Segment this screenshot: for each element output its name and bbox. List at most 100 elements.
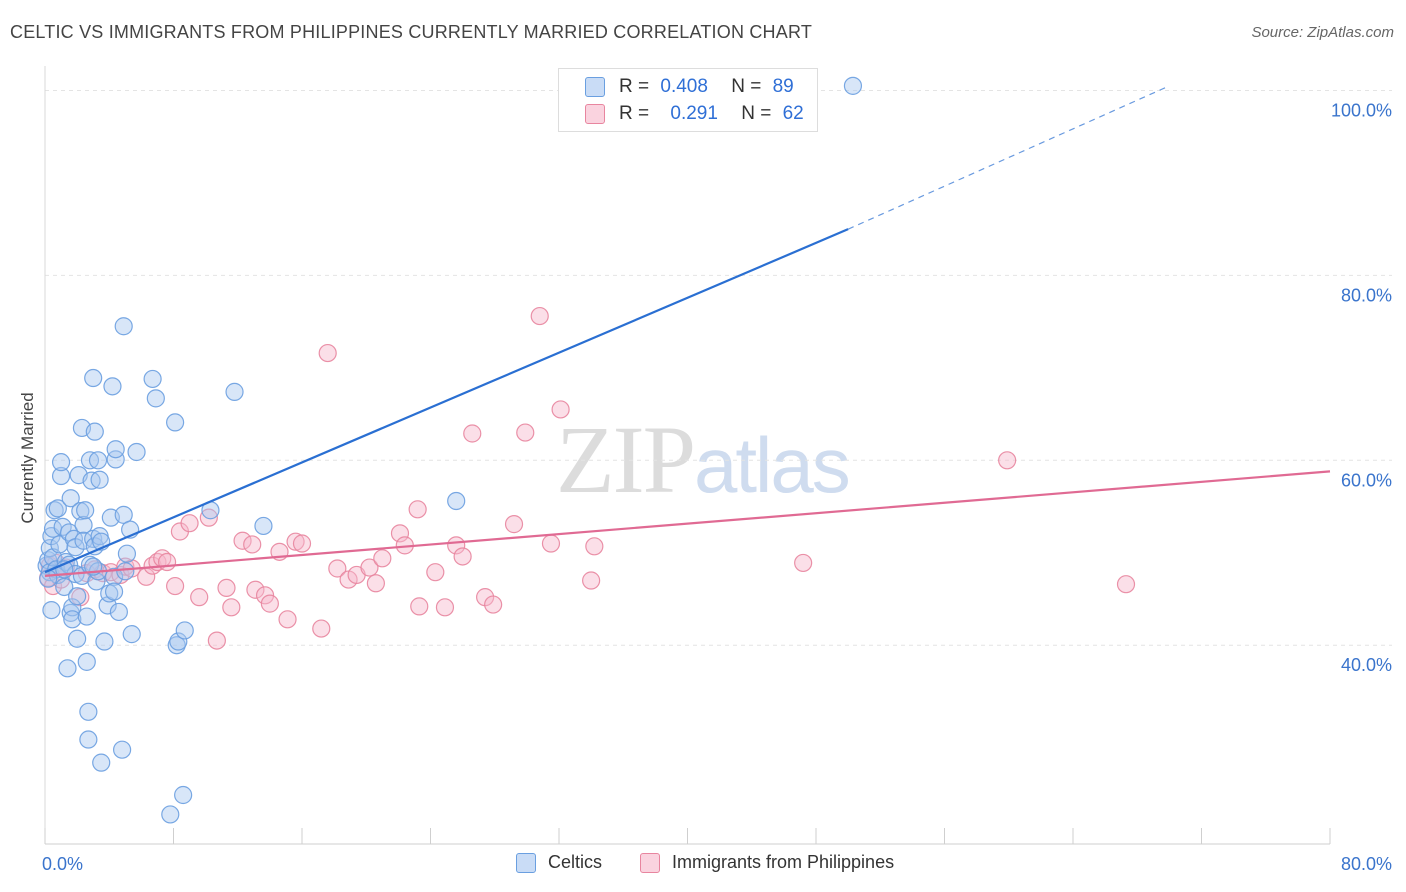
philippines-point	[484, 595, 503, 614]
philippines-point	[541, 534, 561, 553]
axes	[44, 66, 1331, 845]
legend-n-label: N =	[741, 103, 772, 124]
celtics-point	[175, 621, 194, 640]
correlation-legend: R = 0.408 N = 89 R = 0.291 N = 62	[558, 68, 818, 132]
celtics-point	[51, 466, 71, 486]
philippines-point	[453, 547, 472, 566]
celtics-point	[95, 632, 114, 651]
x-tick-label: 0.0%	[42, 854, 83, 874]
philippines-point	[246, 580, 265, 599]
celtics-point	[843, 76, 863, 95]
philippines-point	[551, 400, 570, 419]
legend-n-value: 62	[782, 103, 804, 124]
celtics-point	[68, 629, 87, 648]
celtics-point	[51, 453, 71, 472]
philippines-point	[504, 515, 524, 534]
celtics-point	[143, 369, 162, 389]
celtics-point	[109, 602, 128, 622]
legend-r-label: R =	[619, 76, 650, 97]
celtics-point	[103, 377, 122, 396]
celtics-point	[77, 652, 96, 671]
legend-n-label: N =	[731, 76, 762, 97]
source-credit: Source: ZipAtlas.com	[1251, 24, 1394, 41]
celtics-point	[122, 625, 141, 644]
watermark: ZIPatlas	[556, 404, 851, 515]
y-tick-label: 40.0%	[1341, 655, 1392, 675]
philippines-point	[217, 578, 236, 597]
philippines-point	[582, 571, 601, 590]
celtics-point	[169, 632, 188, 651]
philippines-point	[180, 514, 199, 533]
celtics-points	[37, 76, 863, 824]
celtics-point	[447, 491, 466, 511]
bottom-legend-swatch-pink	[640, 853, 660, 873]
y-tick-label: 60.0%	[1341, 470, 1392, 490]
celtics-point	[48, 499, 67, 518]
philippines-point	[390, 524, 410, 543]
celtics-point	[74, 515, 93, 535]
philippines-point	[243, 535, 262, 554]
celtics-point	[85, 422, 104, 441]
celtics-point	[39, 569, 58, 588]
philippines-point	[585, 537, 604, 556]
x-tick-label: 80.0%	[1341, 854, 1392, 874]
celtics-point	[114, 317, 133, 336]
celtics-point	[58, 659, 77, 678]
philippines-points	[39, 306, 1136, 650]
philippines-point	[408, 500, 427, 519]
celtics-point	[104, 567, 124, 586]
philippines-point	[426, 563, 445, 582]
celtics-point	[63, 610, 82, 629]
celtics-point	[84, 368, 103, 388]
philippines-point	[998, 451, 1017, 470]
philippines-point	[190, 588, 209, 607]
celtics-trend-extension	[847, 85, 1170, 230]
celtics-point	[146, 389, 165, 408]
celtics-point	[68, 587, 87, 606]
philippines-point	[157, 552, 177, 572]
bottom-legend-swatch-blue	[516, 853, 536, 873]
philippines-point	[260, 594, 279, 613]
philippines-point	[360, 558, 379, 577]
celtics-point	[127, 442, 146, 462]
philippines-point	[463, 424, 482, 443]
celtics-trend-line	[44, 228, 849, 574]
celtics-point	[61, 489, 80, 508]
philippines-point	[516, 423, 535, 442]
philippines-point	[278, 610, 297, 629]
philippines-point	[222, 598, 241, 617]
celtics-point	[166, 413, 185, 432]
watermark-atlas: atlas	[694, 421, 851, 509]
gridlines	[45, 89, 1392, 646]
philippines-point	[435, 598, 455, 617]
philippines-point	[794, 553, 813, 573]
philippines-point	[328, 559, 347, 578]
y-tick-label: 100.0%	[1331, 100, 1392, 120]
philippines-point	[410, 597, 429, 616]
chart-title: CELTIC VS IMMIGRANTS FROM PHILIPPINES CU…	[10, 22, 813, 42]
celtics-point	[42, 600, 61, 620]
legend-r-label: R =	[619, 103, 650, 124]
tick-labels: 40.0% 60.0% 80.0% 100.0% 0.0% 80.0%	[42, 100, 1392, 874]
celtics-point	[106, 440, 125, 459]
celtics-point	[174, 785, 193, 805]
philippines-point	[286, 532, 305, 551]
celtics-point	[79, 730, 98, 749]
celtics-point	[90, 470, 109, 489]
y-tick-label: 80.0%	[1341, 285, 1392, 305]
celtics-point	[117, 544, 137, 563]
legend-swatch-blue	[585, 77, 605, 97]
trend-lines	[44, 85, 1331, 577]
celtics-point	[161, 805, 180, 824]
philippines-point	[373, 549, 392, 568]
philippines-point	[292, 534, 312, 553]
legend-n-value: 89	[772, 76, 794, 97]
legend-r-value: 0.291	[670, 103, 718, 124]
celtics-point	[116, 562, 135, 581]
celtics-point	[225, 382, 244, 401]
celtics-point	[88, 451, 108, 470]
celtics-point	[77, 607, 96, 626]
philippines-point	[312, 619, 331, 638]
philippines-point	[530, 306, 549, 326]
